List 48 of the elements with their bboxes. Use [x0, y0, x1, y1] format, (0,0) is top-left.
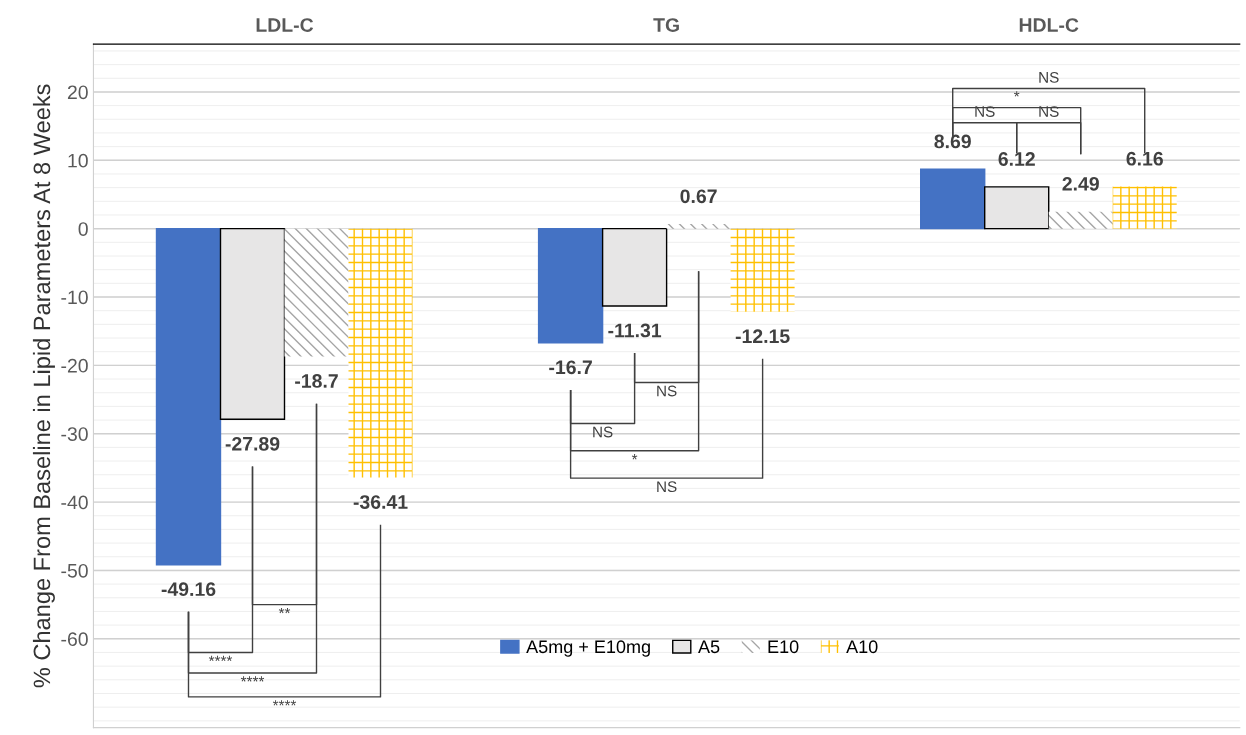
legend-label: A10	[846, 640, 878, 654]
annotation: ****	[272, 700, 297, 706]
bar	[537, 227, 604, 344]
annotation: *	[1013, 91, 1020, 97]
annotation: NS	[657, 481, 677, 493]
bar	[730, 228, 795, 312]
y-axis-title: % Change From Baseline in Lipid Parameters At 8 Weeks	[32, 84, 55, 688]
data-label: -49.16	[161, 582, 216, 597]
bar	[920, 168, 986, 230]
x-tick-label: LDL-C	[256, 18, 314, 32]
y-tick-label: -40	[61, 495, 88, 510]
y-tick-label: 20	[67, 85, 88, 100]
data-label: 8.69	[934, 134, 971, 149]
data-label: 6.16	[1126, 151, 1163, 166]
annotation: ****	[208, 655, 233, 662]
bar	[1048, 211, 1113, 229]
y-tick-label: -50	[61, 563, 88, 578]
annotation: ****	[240, 676, 265, 682]
legend-label: A5	[698, 640, 720, 654]
data-label: -11.31	[608, 323, 662, 338]
annotation: **	[278, 607, 291, 614]
legend-label: A5mg + E10mg	[526, 640, 650, 657]
y-tick-label: -60	[61, 632, 88, 647]
data-label: -16.7	[549, 360, 592, 375]
annotation: NS	[1039, 71, 1059, 83]
annotation: NS	[657, 385, 677, 397]
bar	[284, 228, 349, 357]
data-label: -12.15	[735, 329, 790, 344]
data-label: 2.49	[1062, 176, 1099, 191]
data-label: -27.89	[225, 436, 280, 451]
y-tick-label: -30	[61, 427, 88, 441]
bar	[666, 224, 731, 229]
y-tick-label: -10	[61, 290, 88, 305]
bar	[1112, 186, 1177, 229]
data-label: 6.12	[998, 152, 1035, 166]
annotation: NS	[593, 426, 613, 438]
bar	[348, 228, 413, 478]
annotation: *	[631, 454, 638, 460]
bar	[155, 227, 222, 566]
y-tick-label: 10	[68, 153, 88, 168]
x-tick-label: TG	[653, 18, 679, 32]
y-tick-label: -20	[61, 358, 88, 373]
data-label: -18.7	[295, 374, 338, 388]
y-tick-label: 0	[78, 222, 88, 236]
data-label: -36.41	[353, 495, 408, 509]
x-tick-label: HDL-C	[1019, 18, 1079, 32]
data-label: 0.67	[680, 189, 717, 204]
legend-label: E10	[768, 640, 799, 654]
